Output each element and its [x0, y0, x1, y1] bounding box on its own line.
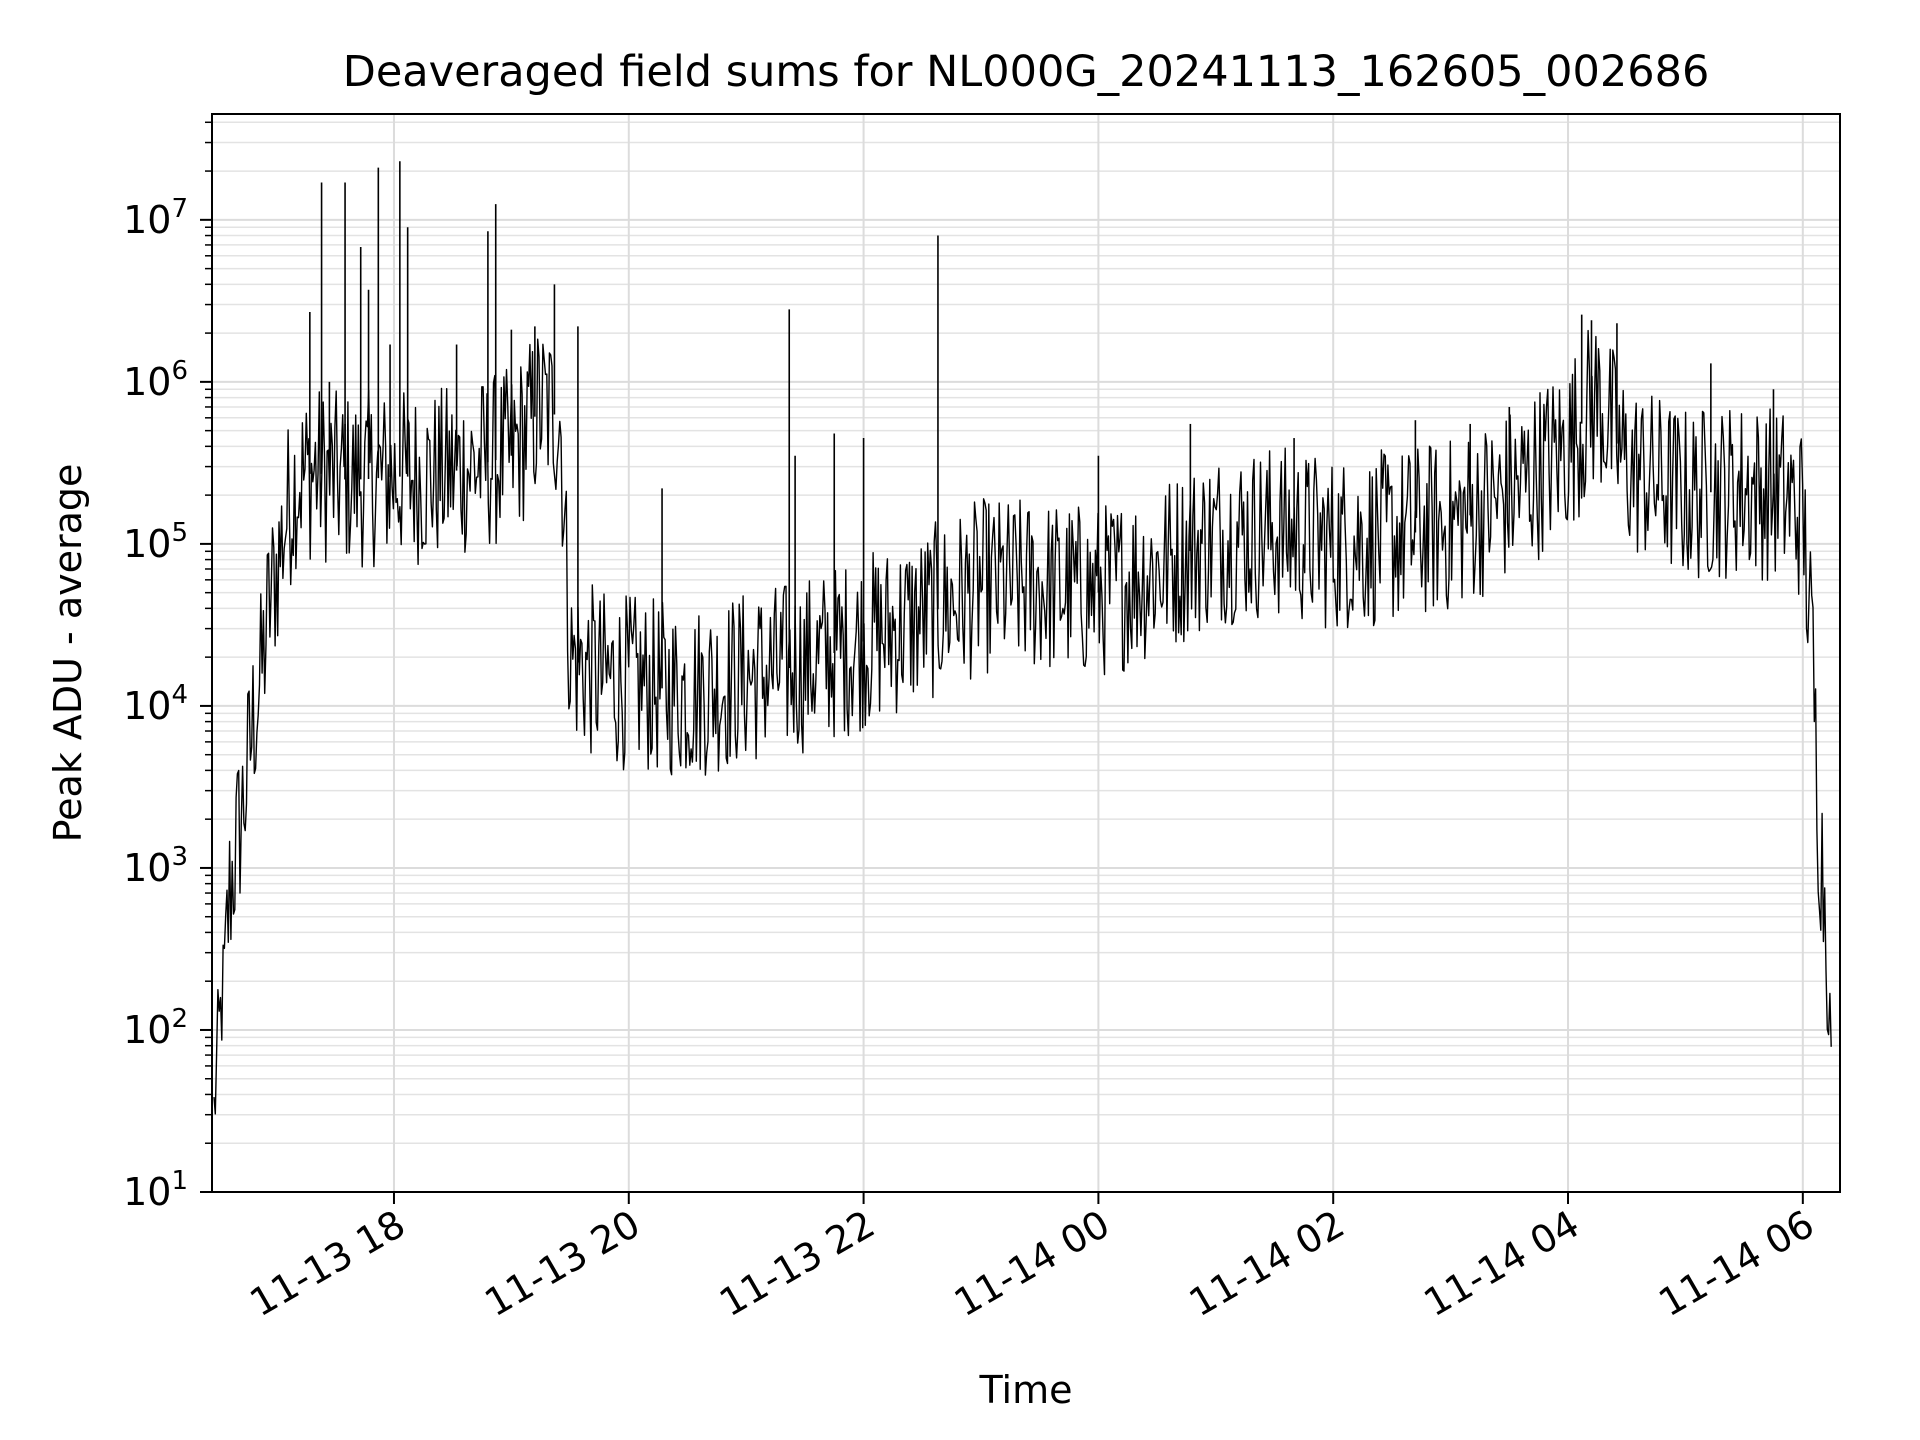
y-tick-label: 107: [123, 194, 188, 242]
plot-frame: [211, 113, 1841, 1193]
y-tick-label: 104: [123, 680, 188, 728]
y-axis: 101 102 103 104 105 106 107: [123, 121, 212, 1214]
x-axis-label: Time: [979, 1368, 1073, 1412]
chart-title: Deaveraged field sums for NL000G_2024111…: [343, 47, 1710, 97]
series-line: [213, 329, 1832, 1115]
y-tick-label: 103: [123, 842, 188, 890]
y-tick-label: 106: [123, 356, 188, 404]
y-tick-label: 102: [123, 1004, 188, 1052]
y-tick-label: 101: [123, 1166, 188, 1214]
grid-lines: [212, 114, 1840, 1193]
y-axis-label: Peak ADU - average: [46, 464, 90, 843]
y-tick-label: 105: [123, 518, 188, 566]
series-group: [213, 161, 1832, 1115]
